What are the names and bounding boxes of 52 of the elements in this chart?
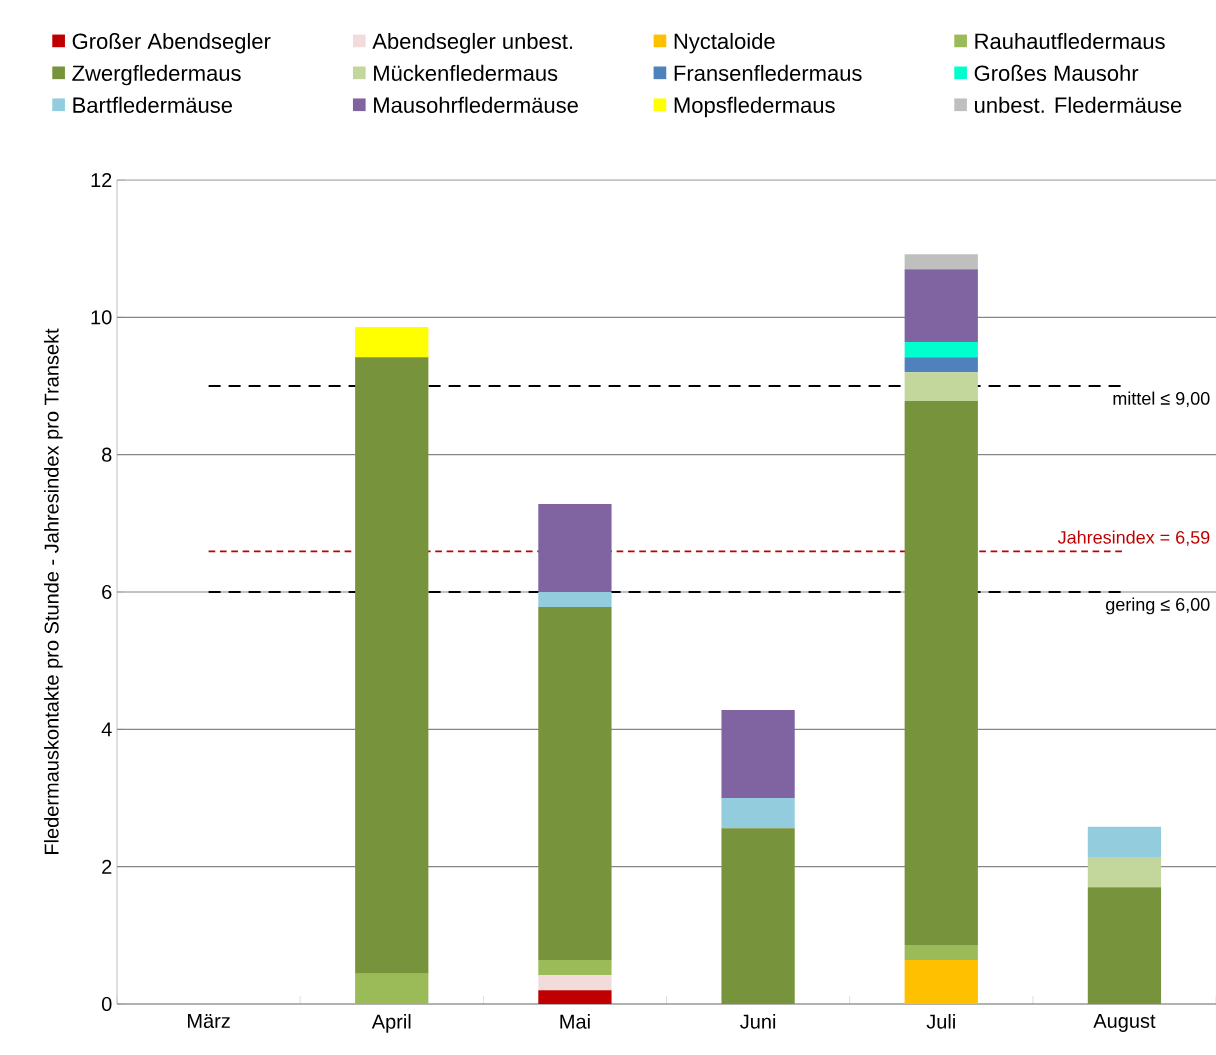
legend-label: Rauhautfledermaus xyxy=(975,32,1165,50)
bar xyxy=(904,372,978,402)
bar xyxy=(904,342,978,358)
bar xyxy=(721,710,795,798)
bar xyxy=(1087,826,1162,858)
legend-label: unbest. Fledermäuse xyxy=(975,96,1182,113)
ref-line-label: mittel ≤ 9,00 xyxy=(1113,391,1210,407)
y-tick-label: 6 xyxy=(102,584,112,600)
ref-line-label: Jahresindex = 6,59 xyxy=(1057,530,1210,546)
bar xyxy=(904,357,978,373)
bar xyxy=(904,960,978,1004)
legend-label: Mückenfledermaus xyxy=(374,64,558,82)
legend-label: Mausohrfledermäuse xyxy=(374,96,578,113)
x-tick-label: Juli xyxy=(926,1014,955,1029)
legend-label: Großes Mausohr xyxy=(974,64,1139,82)
bar xyxy=(538,607,612,961)
bar xyxy=(1087,857,1162,888)
bar xyxy=(538,504,612,592)
legend-label: Fransenfledermaus xyxy=(674,64,862,82)
legend-label: Großer Abendsegler xyxy=(72,32,271,54)
legend-label: Abendsegler unbest. xyxy=(372,32,573,54)
bar xyxy=(1087,887,1162,1004)
y-tick-label: 4 xyxy=(101,722,112,737)
x-tick-label: Juni xyxy=(740,1014,776,1029)
bar xyxy=(538,990,612,1004)
legend-label: Zwergfledermaus xyxy=(72,64,241,86)
y-tick-label: 12 xyxy=(91,173,112,187)
x-tick-label: März xyxy=(188,1014,230,1028)
y-tick-label: 0 xyxy=(101,996,112,1012)
legend-label: Nyctaloide xyxy=(674,32,775,54)
bar xyxy=(355,357,429,974)
y-tick-label: 8 xyxy=(102,447,112,462)
x-tick-label: April xyxy=(371,1014,411,1033)
bar xyxy=(904,254,978,270)
y-axis-title: Fledermauskontakte pro Stunde - Jahresindex pro Transekt xyxy=(44,328,63,855)
bar xyxy=(355,973,429,1004)
y-tick-label: 2 xyxy=(102,859,112,874)
bar xyxy=(538,960,612,976)
y-tick-label: 10 xyxy=(91,310,112,325)
legend-label: Bartfledermäuse xyxy=(73,96,233,113)
bar xyxy=(721,828,795,1004)
bar xyxy=(538,591,612,608)
legend-label: Mopsfledermaus xyxy=(674,96,835,118)
bar xyxy=(904,401,978,945)
bar xyxy=(355,326,429,358)
x-tick-label: August xyxy=(1093,1014,1156,1032)
bar xyxy=(538,975,612,991)
bar xyxy=(904,944,978,961)
bar xyxy=(904,269,978,343)
ref-line-label: gering ≤ 6,00 xyxy=(1106,597,1210,615)
x-tick-label: Mai xyxy=(560,1014,590,1029)
bar xyxy=(721,797,795,829)
